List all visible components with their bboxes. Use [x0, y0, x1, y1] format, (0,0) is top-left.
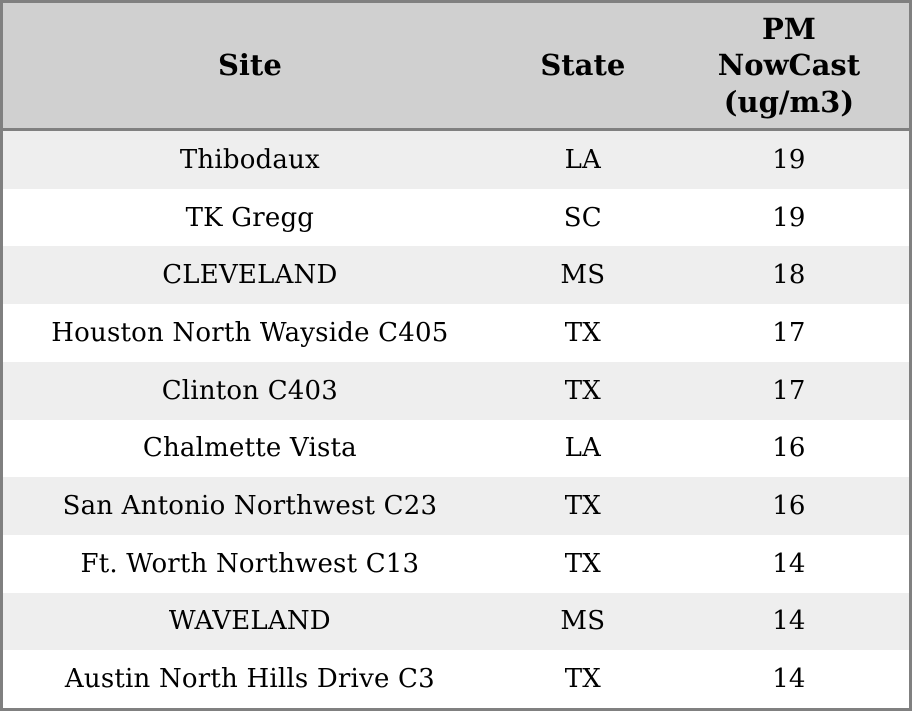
- table-row: Ft. Worth Northwest C13 TX 14: [3, 534, 909, 593]
- site-cell: Clinton C403: [161, 375, 339, 406]
- table-row: Thibodaux LA 19: [3, 131, 909, 189]
- pm-nowcast-cell: 18: [772, 260, 806, 291]
- table-row: Houston North Wayside C405 TX 17: [3, 304, 909, 362]
- table-row: Austin North Hills Drive C3 TX 14: [3, 650, 909, 709]
- pm-nowcast-cell: 16: [772, 491, 806, 522]
- pm-nowcast-cell: 17: [772, 375, 806, 406]
- site-cell: CLEVELAND: [162, 260, 338, 291]
- state-cell: TX: [564, 375, 601, 406]
- table-row: San Antonio Northwest C23 TX 16: [3, 477, 909, 535]
- pm-nowcast-cell: 14: [772, 606, 806, 637]
- table-body: Thibodaux LA 19 TK Gregg SC 19 CLEVELAND MS 18 Ho…: [3, 131, 909, 709]
- table-row: TK Gregg SC 19: [3, 188, 909, 247]
- state-cell: MS: [560, 260, 606, 291]
- table-row: Chalmette Vista LA 16: [3, 419, 909, 478]
- table-row: Clinton C403 TX 17: [3, 361, 909, 420]
- state-cell: TX: [564, 491, 601, 522]
- state-cell: SC: [563, 202, 602, 233]
- site-cell: Austin North Hills Drive C3: [64, 664, 435, 695]
- table-row: WAVELAND MS 14: [3, 592, 909, 651]
- state-cell: TX: [564, 548, 601, 579]
- column-header-state: State: [540, 48, 626, 83]
- state-cell: MS: [560, 606, 606, 637]
- pm-nowcast-cell: 19: [772, 144, 806, 175]
- site-cell: WAVELAND: [168, 606, 331, 637]
- site-cell: TK Gregg: [185, 202, 315, 233]
- site-cell: San Antonio Northwest C23: [62, 491, 438, 522]
- column-header-pm-nowcast: PM NowCast (ug/m3): [717, 12, 861, 119]
- state-cell: TX: [564, 317, 601, 348]
- site-cell: Thibodaux: [179, 144, 320, 175]
- table-row: CLEVELAND MS 18: [3, 246, 909, 305]
- state-cell: TX: [564, 664, 601, 695]
- pm-nowcast-cell: 14: [772, 548, 806, 579]
- column-header-site: Site: [217, 48, 282, 83]
- table-header-row: Site State PM NowCast (ug/m3): [3, 3, 909, 131]
- pm-nowcast-cell: 16: [772, 433, 806, 464]
- pm-nowcast-cell: 19: [772, 202, 806, 233]
- site-cell: Chalmette Vista: [142, 433, 357, 464]
- state-cell: LA: [564, 433, 602, 464]
- site-cell: Houston North Wayside C405: [51, 317, 449, 348]
- pm-nowcast-cell: 17: [772, 317, 806, 348]
- state-cell: LA: [564, 144, 602, 175]
- pm-nowcast-cell: 14: [772, 664, 806, 695]
- site-cell: Ft. Worth Northwest C13: [80, 548, 420, 579]
